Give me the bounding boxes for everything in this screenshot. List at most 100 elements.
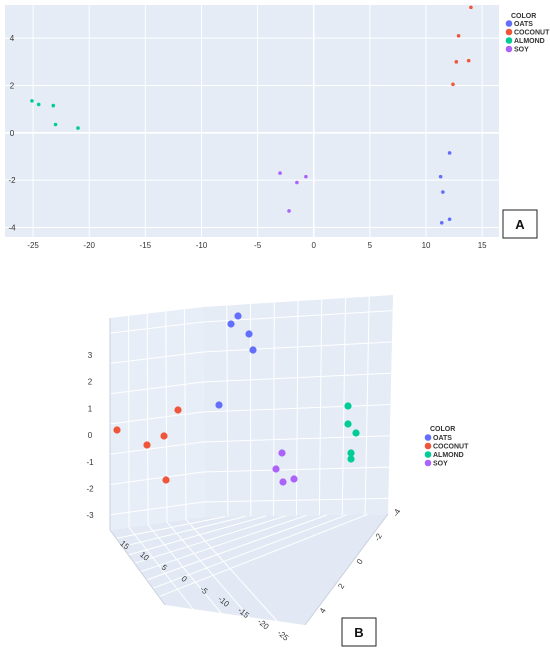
x-tick-label: 0 (312, 241, 317, 250)
z-tick-label: -2 (86, 485, 94, 494)
floor (110, 514, 388, 625)
y-tick-labels-b: -4 -2 0 2 4 (318, 507, 403, 615)
point-oats (441, 190, 445, 194)
y-tick-label: 2 (10, 81, 15, 90)
grid-line-3d (128, 515, 267, 556)
point-almond (76, 126, 80, 130)
y-tick-labels-a: -4 -2 0 2 4 (8, 34, 16, 232)
legend-marker-soy (505, 45, 513, 53)
legend-marker-almond (424, 451, 432, 458)
legend-entry-almond: ALMOND (514, 38, 545, 45)
point-3d-almond (352, 429, 360, 437)
point-3d-soy (290, 475, 298, 483)
z-tick-label: 1 (88, 404, 93, 413)
point-3d-oats (249, 346, 257, 354)
legend-marker-soy (424, 459, 432, 467)
z-tick-label: 0 (88, 431, 93, 440)
point-oats (439, 220, 444, 225)
grid-line-3d (109, 321, 204, 334)
x-tick-label: 5 (368, 241, 373, 250)
point-3d-almond (344, 402, 352, 410)
y-tick-label-3d: -2 (373, 531, 385, 542)
point-3d-coconut (143, 441, 151, 449)
point-3d-almond (347, 449, 355, 457)
point-soy (287, 209, 291, 213)
x-tick-label: -20 (83, 241, 95, 250)
grid-line-3d (140, 514, 307, 573)
point-coconut (451, 82, 455, 87)
x-tick-labels-a: -25 -20 -15 -10 -5 0 5 10 15 (27, 241, 487, 250)
back-wall-left (110, 307, 205, 530)
point-3d-soy (279, 478, 287, 486)
x-tick-label: 15 (478, 241, 487, 250)
point-3d-coconut (160, 432, 168, 440)
point-almond (36, 102, 41, 107)
z-tick-labels-b: 3 2 1 0 -1 -2 -3 (86, 351, 94, 520)
x-tick-label-3d: -25 (276, 628, 291, 643)
grid-line-3d (147, 524, 222, 614)
x-tick-label-3d: 5 (160, 563, 170, 573)
point-coconut (454, 60, 459, 64)
grid-line-3d (109, 351, 204, 364)
legend-entry-almond: ALMOND (433, 452, 464, 459)
point-3d-coconut (174, 406, 182, 414)
y-tick-label: 4 (10, 34, 15, 43)
point-3d-soy (272, 465, 280, 473)
point-3d-coconut (162, 476, 170, 484)
grid-line-3d (109, 381, 204, 395)
point-3d-oats (234, 312, 242, 320)
grid-line-3d (202, 435, 390, 443)
grid-line-3d (202, 497, 389, 503)
y-tick-label-3d: 0 (355, 557, 365, 566)
legend-marker-almond (505, 37, 513, 44)
points-a (30, 5, 473, 225)
grid-a (5, 5, 499, 237)
point-almond (53, 122, 58, 127)
point-soy (295, 180, 299, 185)
grid-line-3d (202, 310, 393, 323)
points-b (113, 312, 360, 486)
z-tick-label: 3 (88, 351, 93, 360)
point-oats (447, 151, 452, 155)
y-tick-label-3d: 2 (336, 582, 346, 591)
legend-entry-coconut: COCONUT (433, 444, 469, 451)
legend-entry-coconut: COCONUT (514, 30, 550, 37)
grid-line-3d (202, 372, 392, 383)
grid-line-3d (166, 521, 250, 618)
grid-line-3d (158, 513, 368, 598)
panel-label-b-box: B (341, 617, 377, 647)
point-almond (30, 99, 34, 103)
grid-line-3d (109, 441, 204, 455)
legend-entry-oats: OATS (514, 21, 533, 28)
grid-line-3d (185, 519, 278, 622)
legend-entry-oats: OATS (433, 435, 452, 442)
point-soy (278, 171, 282, 175)
point-almond (51, 103, 56, 108)
grid-line-3d (134, 515, 287, 564)
grid-line-3d (128, 527, 194, 610)
grid-line-3d (202, 466, 390, 473)
legend-marker-oats (424, 434, 432, 441)
grid-line-3d (152, 514, 348, 589)
y-tick-label: -2 (8, 176, 16, 185)
plot-area-a (5, 5, 499, 237)
x-tick-label-3d: -5 (198, 585, 210, 597)
z-tick-label: -3 (86, 511, 94, 520)
z-tick-label: 2 (88, 378, 93, 387)
grid-line-3d (146, 514, 328, 581)
point-3d-almond (344, 420, 352, 428)
legend-marker-coconut (505, 28, 513, 36)
legend-title: COLOR (430, 426, 455, 433)
grid-line-3d (202, 341, 392, 353)
x-tick-label: -25 (27, 241, 39, 250)
legend-marker-oats (505, 20, 513, 27)
x-axis-line (109, 529, 166, 606)
y-tick-label: 0 (10, 129, 15, 138)
x-tick-label-3d: 0 (179, 574, 189, 584)
legend-entry-soy: SOY (433, 461, 448, 468)
